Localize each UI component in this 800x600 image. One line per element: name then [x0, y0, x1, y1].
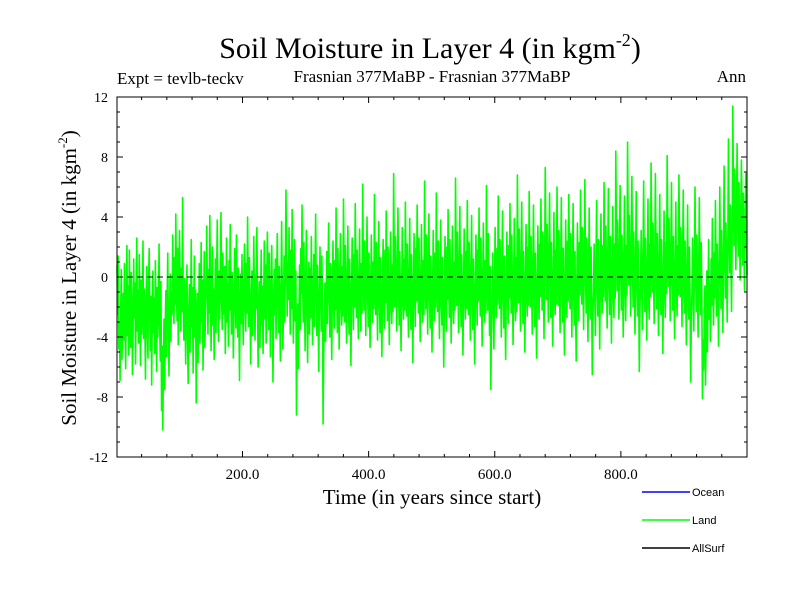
- x-axis-label: Time (in years since start): [323, 485, 542, 509]
- x-tick-label: 600.0: [478, 467, 512, 483]
- x-tick-label: 200.0: [226, 467, 260, 483]
- legend-label-ocean: Ocean: [692, 487, 724, 499]
- legend: Ocean Land AllSurf: [642, 487, 725, 555]
- x-tick-label: 800.0: [604, 467, 638, 483]
- y-tick-label: 0: [101, 271, 108, 286]
- legend-label-land: Land: [692, 515, 716, 527]
- chart-title: Soil Moisture in Layer 4 (in kgm-2): [219, 30, 641, 65]
- subtitle-period: Frasnian 377MaBP - Frasnian 377MaBP: [293, 67, 570, 86]
- subtitle-season: Ann: [717, 67, 747, 86]
- y-tick-label: 8: [101, 151, 108, 166]
- plot-area: -12 -8 -4 0 4 8 12 200.0 400.0 600.0 800.0: [89, 91, 748, 483]
- y-tick-label: 4: [101, 211, 108, 226]
- y-tick-label: -8: [96, 391, 108, 406]
- y-tick-label: -4: [96, 331, 108, 346]
- subtitle-expt: Expt = tevlb-teckv: [117, 69, 244, 88]
- y-tick-label: 12: [94, 91, 108, 106]
- x-tick-label: 400.0: [352, 467, 386, 483]
- series-line-land: [116, 105, 748, 431]
- y-axis-label: Soil Moisture in Layer 4 (in kgm-2): [55, 130, 81, 425]
- y-tick-label: -12: [89, 451, 108, 466]
- legend-label-allsurf: AllSurf: [692, 543, 725, 555]
